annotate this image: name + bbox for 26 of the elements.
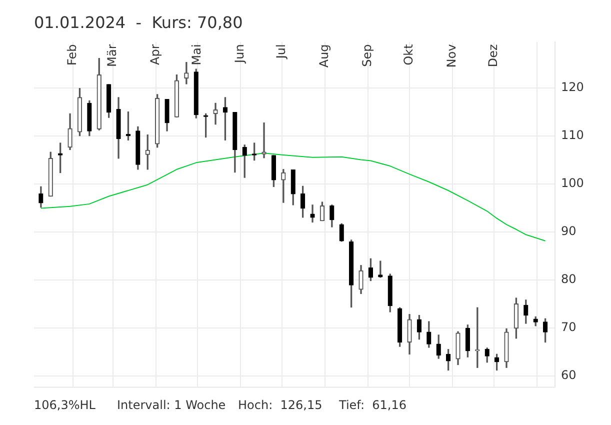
x-tick-label: Apr (148, 44, 162, 65)
text: Tief: 61,16 (339, 398, 406, 412)
text: Hoch: 126,15 (238, 398, 322, 412)
text: Intervall: 1 Woche (117, 398, 226, 412)
candlestick (262, 122, 266, 158)
candlestick (213, 102, 218, 125)
x-tick-label: Jun (232, 44, 247, 64)
x-tick-label: Mär (105, 44, 120, 67)
y-tick-label: 70 (561, 320, 576, 334)
y-tick-label: 80 (561, 272, 576, 286)
candlestick (310, 204, 315, 223)
y-tick-label: 60 (561, 368, 576, 382)
x-tick-label: Jul (274, 44, 288, 60)
x-tick-label: Mai (190, 44, 204, 66)
y-tick-label: 110 (561, 128, 584, 142)
x-tick-label: Aug (317, 44, 332, 68)
y-tick-label: 100 (561, 176, 584, 190)
x-tick-label: Nov (444, 44, 459, 68)
x-tick-label: Okt (402, 44, 416, 66)
chart-title: 01.01.2024 - Kurs: 70,80 (34, 12, 243, 32)
y-tick-label: 120 (561, 80, 584, 94)
x-tick-label: Feb (64, 44, 79, 66)
x-tick-label: Sep (360, 44, 374, 67)
text: 106,3%HL (34, 398, 96, 412)
x-tick-label: Dez (486, 44, 500, 68)
y-tick-label: 90 (561, 224, 576, 238)
